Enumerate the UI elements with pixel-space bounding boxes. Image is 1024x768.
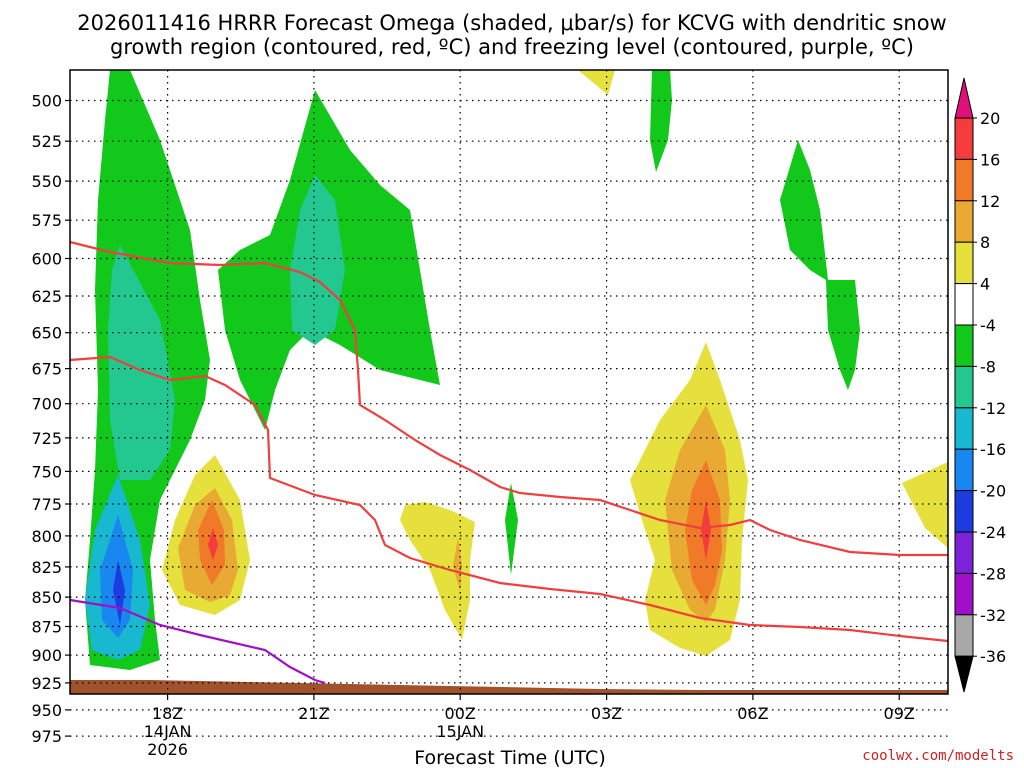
colorbar-swatch <box>954 407 974 450</box>
colorbar-label: -4 <box>980 316 996 335</box>
colorbar-swatch <box>954 117 974 160</box>
colorbar-label: -12 <box>980 399 1006 418</box>
colorbar-swatch <box>954 448 974 492</box>
colorbar-bottom-arrow <box>954 655 974 693</box>
chart-title-line-1: 2026011416 HRRR Forecast Omega (shaded, … <box>77 11 946 35</box>
y-tick-label: 775 <box>31 495 62 514</box>
colorbar-swatch <box>954 158 974 202</box>
omega-region-yellow-mid <box>400 502 475 640</box>
x-tick-date: 15JAN <box>436 722 484 741</box>
dgz-contour-lower <box>69 355 949 643</box>
colorbar-label: 8 <box>980 233 990 252</box>
y-tick-label: 700 <box>31 395 62 414</box>
y-tick-label: 950 <box>31 701 62 720</box>
omega-colorbar: 20 16 12 8 4 -4 -8 -12 -16 -20 -24 -28 -32 -36 <box>954 77 1006 693</box>
omega-region-teal-center <box>290 175 345 345</box>
omega-region-green-topright <box>650 70 672 172</box>
colorbar-swatch <box>954 365 974 409</box>
y-tick-label: 525 <box>31 132 62 151</box>
y-tick-label: 900 <box>31 646 62 665</box>
omega-region-yellow-top <box>578 70 615 95</box>
x-tick-label: 06Z <box>737 704 768 723</box>
y-axis-pressure: 500 525 550 575 600 625 650 675 700 725 750 775 800 8… <box>31 92 70 746</box>
colorbar-label: 20 <box>980 109 1000 128</box>
colorbar-label: -28 <box>980 564 1006 583</box>
y-tick-label: 575 <box>31 211 62 230</box>
y-tick-label: 500 <box>31 92 62 111</box>
colorbar-label: -20 <box>980 482 1006 501</box>
x-tick-date: 14JAN <box>144 722 192 741</box>
x-tick-label: 21Z <box>298 704 329 723</box>
colorbar-label: 12 <box>980 192 1000 211</box>
x-tick-label: 18Z <box>152 704 183 723</box>
x-tick-label: 03Z <box>591 704 622 723</box>
colorbar-label: -32 <box>980 606 1006 625</box>
x-tick-label: 09Z <box>884 704 915 723</box>
dgz-contour-upper <box>69 240 948 557</box>
source-credit: coolwx.com/modelts <box>862 748 1014 764</box>
x-tick-label: 00Z <box>445 704 476 723</box>
omega-region-green-right <box>780 140 860 390</box>
y-tick-label: 750 <box>31 462 62 481</box>
y-tick-label: 800 <box>31 527 62 546</box>
colorbar-label: -24 <box>980 523 1006 542</box>
y-tick-label: 675 <box>31 360 62 379</box>
colorbar-swatch <box>954 614 974 657</box>
y-tick-label: 650 <box>31 324 62 343</box>
x-axis-label: Forecast Time (UTC) <box>414 747 605 768</box>
colorbar-top-arrow <box>954 77 974 119</box>
plot-area <box>69 69 949 737</box>
plot-frame <box>69 69 949 695</box>
y-tick-label: 925 <box>31 674 62 693</box>
omega-region-red-left <box>208 528 218 560</box>
y-tick-label: 875 <box>31 618 62 637</box>
omega-region-red-right <box>701 500 711 560</box>
colorbar-swatch <box>954 490 974 533</box>
omega-region-green-sliver <box>505 483 518 575</box>
colorbar-label: -8 <box>980 357 996 376</box>
y-tick-label: 625 <box>31 287 62 306</box>
x-tick-year: 2026 <box>147 740 188 759</box>
colorbar-swatch <box>954 572 974 616</box>
colorbar-swatch <box>954 531 974 574</box>
colorbar-swatch <box>954 241 974 285</box>
colorbar-label: 4 <box>980 275 990 294</box>
y-tick-label: 600 <box>31 250 62 269</box>
omega-region-yellow-edge <box>902 462 948 548</box>
y-tick-label: 825 <box>31 558 62 577</box>
ground-surface <box>70 680 948 694</box>
y-tick-label: 975 <box>31 727 62 746</box>
y-tick-label: 725 <box>31 429 62 448</box>
y-tick-label: 550 <box>31 172 62 191</box>
colorbar-label: -16 <box>980 440 1006 459</box>
freezing-level-contour <box>69 598 326 685</box>
grid-lines <box>70 70 948 737</box>
omega-region-teal-left <box>108 245 175 480</box>
y-tick-label: 850 <box>31 588 62 607</box>
colorbar-swatch <box>954 200 974 243</box>
colorbar-swatch <box>954 283 974 326</box>
colorbar-label: -36 <box>980 647 1006 666</box>
colorbar-swatch <box>954 324 974 367</box>
chart-title-line-2: growth region (contoured, red, ºC) and f… <box>110 35 914 59</box>
colorbar-label: 16 <box>980 150 1000 169</box>
